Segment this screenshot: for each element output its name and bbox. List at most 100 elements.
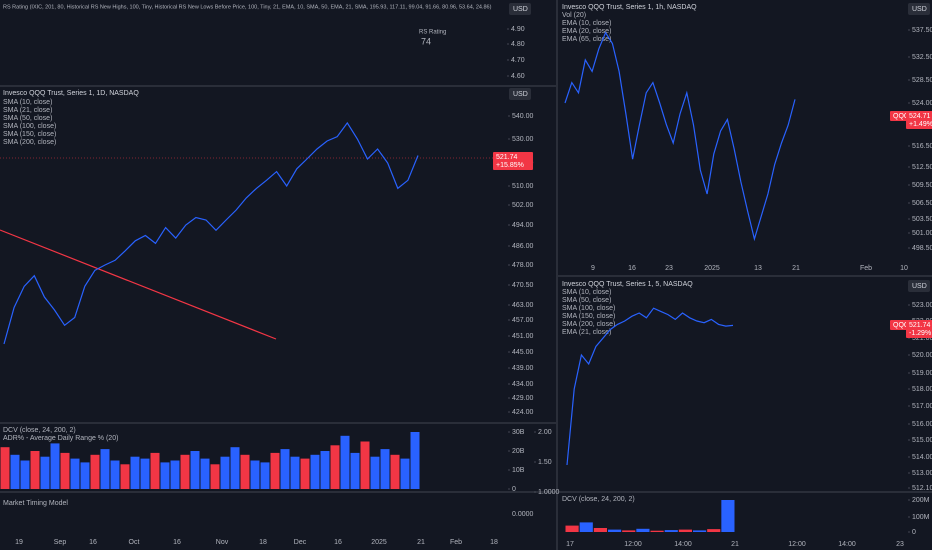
volume-bar [579,522,593,532]
price-axis-label: 429.00 [512,395,534,402]
volume-bar [721,500,735,532]
volume-bar [330,445,340,489]
price-line [564,31,796,242]
indicator-legend: SMA (150, close) [3,131,56,138]
volume-bar [664,530,678,532]
volume-bar [20,460,30,489]
currency-badge [908,3,930,15]
time-axis-label: Feb [450,539,462,546]
price-tag: QQQ [893,322,910,329]
price-axis-label: 502.00 [512,202,534,209]
volume-bar [220,456,230,489]
volume-bar [190,451,200,489]
indicator-legend: RS Rating (IXIC, 201, 80, Historical RS … [3,4,492,10]
volume-bar [230,447,240,489]
price-axis-label: 516.50 [912,143,932,150]
volume-bar [593,528,607,532]
price-axis-label: 498.50 [912,245,932,252]
time-axis-label: 21 [792,265,800,272]
volume-bar [320,451,330,489]
indicator-legend: EMA (10, close) [562,20,611,27]
time-axis-label: 13 [754,265,762,272]
currency: USD [912,283,927,290]
volume-bar [50,443,60,489]
price-tag-bg [906,320,932,330]
price-axis-label: 434.00 [512,381,534,388]
price-axis-label: 463.00 [512,302,534,309]
volume-bar [170,460,180,489]
price-axis-label: 445.00 [512,349,534,356]
price-axis-label: 512.50 [912,164,932,171]
volume-bar [707,529,721,532]
volume-bar [390,454,400,489]
chart-title: Invesco QQQ Trust, Series 1, 1h, NASDAQ [562,4,697,11]
volume-bar [622,530,636,532]
indicator-legend: SMA (21, close) [3,107,52,114]
time-axis-label: Oct [129,539,140,546]
price-axis-label: 439.00 [512,365,534,372]
currency-badge [908,280,930,292]
price-axis-label: 10B [512,467,525,474]
price-axis-label: 512.10 [912,485,932,492]
volume-bar [200,458,210,489]
volume-bar [350,452,360,489]
price-axis-label: 501.00 [912,230,932,237]
price-axis-label: 0 [512,486,516,493]
price-tag-bg [906,328,932,338]
indicator-legend: EMA (21, close) [562,329,611,336]
volume-bar [80,462,90,489]
price-axis-label: 517.00 [912,403,932,410]
price-axis-label: 537.50 [912,27,932,34]
indicator-legend: ADR% - Average Daily Range % (20) [3,435,118,442]
price-axis-label: 515.00 [912,437,932,444]
time-axis-label: 12:00 [624,541,642,548]
volume-bar [130,456,140,489]
volume-bar [340,435,350,489]
volume-bar [270,452,280,489]
price-axis-label: 424.00 [512,409,534,416]
volume-bar [0,447,10,489]
price-axis-label: 4.90 [511,26,525,33]
volume-bar [636,528,650,532]
price-axis-label: 486.00 [512,243,534,250]
time-axis-label: 2025 [371,539,387,546]
price-axis-label: 1.50 [538,459,552,466]
volume-bar [150,452,160,489]
price-axis-label: 4.70 [511,57,525,64]
time-axis-label: 10 [900,265,908,272]
time-axis-label: 12:00 [788,541,806,548]
chart-title: Invesco QQQ Trust, Series 1, 5, NASDAQ [562,281,693,288]
indicator-legend: SMA (10, close) [562,289,611,296]
price-axis-label: 516.00 [912,421,932,428]
indicator-legend: Vol (20) [562,12,586,19]
time-axis-label: 16 [173,539,181,546]
rs-value: 74 [421,36,431,46]
volume-bar [608,529,622,532]
volume-bar [290,456,300,489]
volume-bar [250,460,260,489]
price-axis-label: 0.0000 [512,511,534,518]
time-axis-label: 14:00 [674,541,692,548]
volume-bar [70,458,80,489]
chart-title: Invesco QQQ Trust, Series 1, 1D, NASDAQ [3,90,139,97]
price-axis-label: 478.00 [512,262,534,269]
price-axis-label: 521.00 [912,335,932,342]
price-tag: 521.74 [496,154,518,161]
price-axis-label: 4.60 [511,73,525,80]
volume-bar [210,464,220,489]
indicator-legend: SMA (200, close) [562,321,615,328]
time-axis-label: 21 [731,541,739,548]
price-tag: +1.49% [909,121,932,128]
price-line [566,307,734,466]
volume-bar [240,454,250,489]
time-axis-label: 23 [665,265,673,272]
price-axis-label: 514.00 [912,454,932,461]
price-axis-label: 1.0000 [538,489,560,496]
price-axis-label: 200M [912,497,930,504]
indicator-legend: EMA (20, close) [562,28,611,35]
indicator-legend: SMA (100, close) [562,305,615,312]
volume-bar [565,525,579,532]
price-axis-label: 530.00 [512,136,534,143]
volume-bar [30,451,40,489]
price-axis-label: 540.00 [512,113,534,120]
